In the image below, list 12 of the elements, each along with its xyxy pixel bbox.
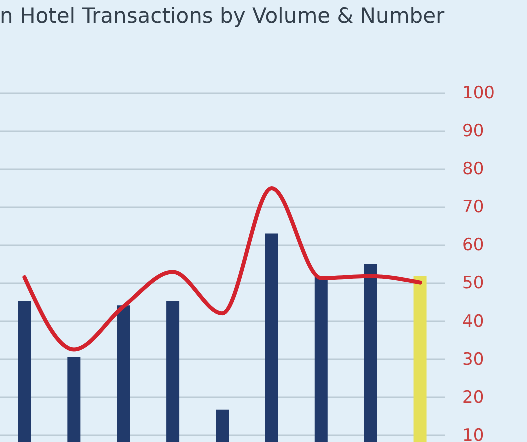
y-tick-label: 70 (462, 198, 484, 218)
line-series (22, 186, 422, 352)
y-tick-label: 100 (462, 84, 495, 104)
y-tick-label: 90 (462, 122, 484, 142)
y-tick-label: 50 (462, 274, 484, 294)
y-tick-label: 60 (462, 236, 484, 256)
y-tick-label: 40 (462, 312, 484, 332)
y-tick-label: 30 (462, 350, 484, 370)
y-tick-label: 20 (462, 388, 484, 408)
chart-title: n Hotel Transactions by Volume & Number (0, 4, 446, 28)
y-tick-label: 10 (462, 426, 484, 442)
y-tick-label: 80 (462, 160, 484, 180)
